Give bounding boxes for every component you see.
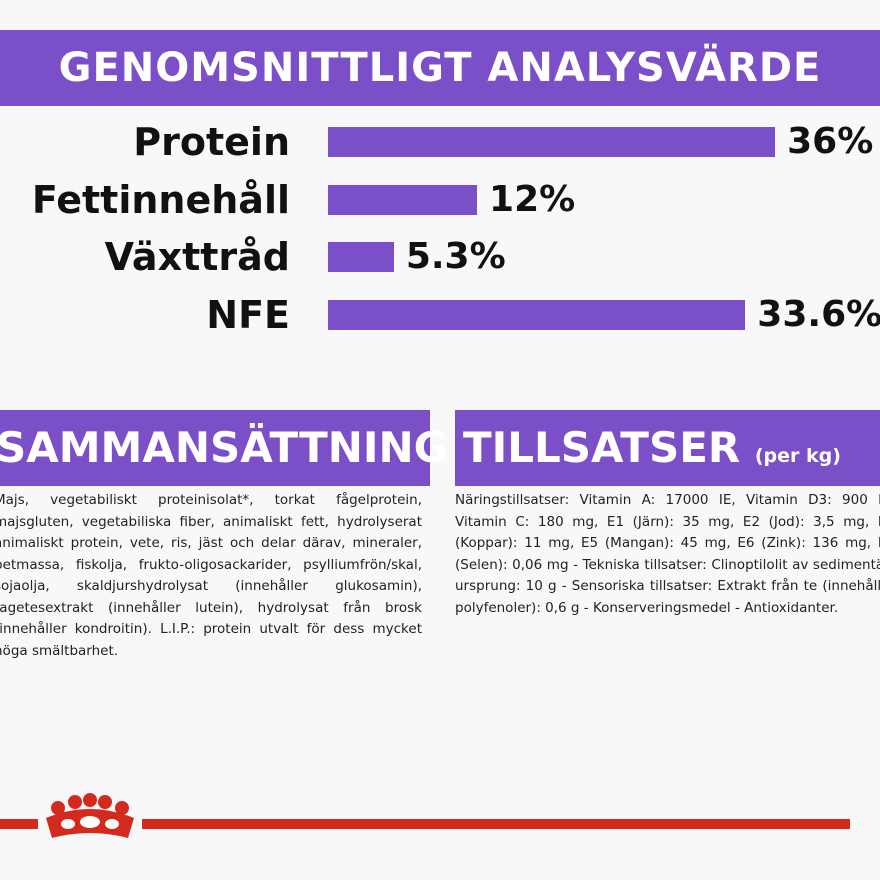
value-label: 5.3% bbox=[405, 236, 506, 277]
additives-text: Näringstillsatser: Vitamin A: 17000 IE, … bbox=[455, 492, 880, 616]
section-title: SAMMANSÄTTNING bbox=[0, 410, 448, 486]
value-label: 33.6% bbox=[757, 293, 880, 335]
bar bbox=[328, 127, 776, 157]
composition-text: Majs, vegetabiliskt proteinisolat*, tork… bbox=[0, 492, 422, 659]
section-subtitle: (per kg) bbox=[754, 445, 841, 467]
category-label: Växttråd bbox=[104, 235, 290, 279]
section-title: TILLSATSER bbox=[463, 423, 741, 472]
category-label: Protein bbox=[133, 120, 290, 164]
value-label: 36% bbox=[787, 121, 874, 162]
bar bbox=[328, 242, 394, 272]
category-label: NFE bbox=[206, 292, 290, 337]
crown bbox=[46, 793, 134, 838]
footer-logo bbox=[0, 793, 850, 838]
value-label: 12% bbox=[489, 178, 576, 220]
bar bbox=[328, 184, 478, 215]
section-header: TILLSATSER (per kg) bbox=[455, 410, 880, 486]
chart-title: GENOMSNITTLIGT ANALYSVÄRDE bbox=[0, 30, 880, 106]
category-label: Fettinnehåll bbox=[31, 177, 290, 222]
bar bbox=[328, 299, 746, 330]
